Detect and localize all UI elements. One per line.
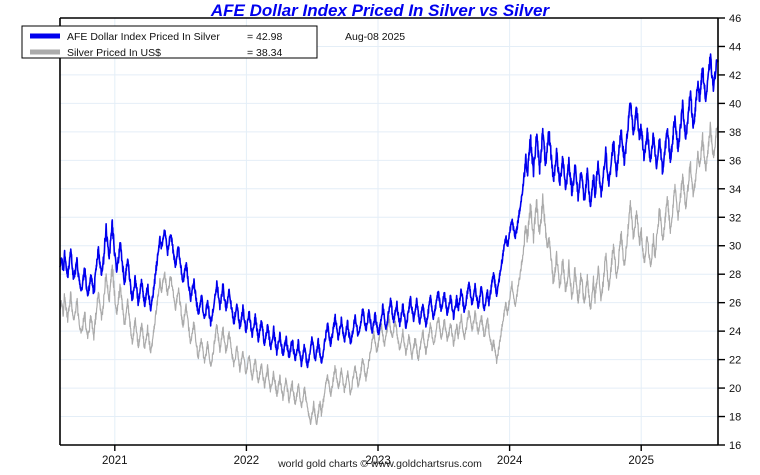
y-tick-label: 38 (729, 127, 741, 139)
y-tick-label: 32 (729, 212, 741, 224)
legend-label: AFE Dollar Index Priced In Silver (67, 31, 220, 43)
legend-label: Silver Priced In US$ (67, 47, 161, 59)
footer-credit: world gold charts © www.goldchartsrus.co… (278, 458, 482, 470)
y-tick-label: 22 (729, 355, 741, 367)
plot-frame (59, 17, 719, 446)
legend-value: = 38.34 (247, 47, 282, 59)
x-tick-label: 2022 (234, 455, 260, 467)
legend-value: = 42.98 (247, 31, 282, 43)
y-tick-label: 30 (729, 241, 741, 253)
y-tick-label: 44 (729, 41, 741, 53)
series-line-afe-dollar-index (59, 53, 719, 369)
x-tick-label: 2025 (628, 455, 654, 467)
x-axis-ticks: 2021 2022 2023 2024 2025 (102, 445, 654, 467)
x-tick-label: 2024 (497, 455, 523, 467)
gridlines (60, 17, 718, 446)
y-tick-label: 40 (729, 98, 741, 110)
chart-legend: AFE Dollar Index Priced In Silver = 42.98… (21, 25, 405, 59)
y-axis-ticks: 16 18 20 22 24 26 28 30 32 34 36 38 40 42 44 46 (718, 13, 741, 452)
y-tick-label: 18 (729, 412, 741, 424)
y-tick-label: 26 (729, 298, 741, 310)
legend-box (21, 25, 318, 59)
y-tick-label: 42 (729, 70, 741, 82)
y-tick-label: 46 (729, 13, 741, 25)
y-tick-label: 24 (729, 326, 741, 338)
y-tick-label: 16 (729, 440, 741, 452)
x-tick-label: 2021 (102, 455, 128, 467)
y-tick-label: 20 (729, 383, 741, 395)
series-line-silver-usd (59, 121, 719, 426)
y-tick-label: 36 (729, 155, 741, 167)
page-title: AFE Dollar Index Priced In Silver vs Sil… (210, 1, 550, 20)
series-layer (59, 53, 719, 426)
date-stamp: Aug-08 2025 (345, 31, 405, 43)
x-tick-label: 2023 (365, 455, 391, 467)
y-tick-label: 28 (729, 269, 741, 281)
y-tick-label: 34 (729, 184, 741, 196)
